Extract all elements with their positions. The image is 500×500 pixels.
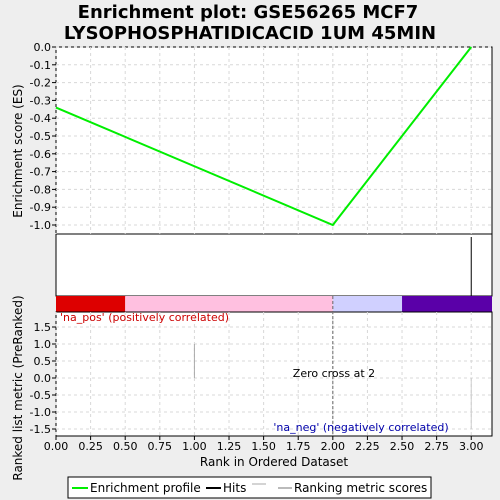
legend-hits-label: Hits [223, 481, 246, 495]
es-tick-label-4: -0.4 [30, 112, 51, 125]
color-bar-segment-2 [332, 296, 403, 312]
chart-title-line-2: LYSOPHOSPHATIDICACID 1UM 45MIN [64, 23, 436, 44]
legend-enrichment-label: Enrichment profile [90, 481, 201, 495]
x-tick-label-4: 1.00 [182, 440, 207, 453]
x-tick-label-11: 2.75 [424, 440, 449, 453]
legend: Enrichment profile Hits Ranking metric s… [67, 476, 432, 499]
es-tick-label-6: -0.6 [30, 148, 51, 161]
x-tick-label-8: 2.00 [321, 440, 346, 453]
x-tick-label-0: 0.00 [44, 440, 69, 453]
es-tick-label-8: -0.8 [30, 183, 51, 196]
es-gridlines [55, 46, 492, 234]
legend-ranking-label: Ranking metric scores [294, 481, 427, 495]
rank-tick-label-1: 1.0 [34, 338, 52, 351]
zero-cross-label: Zero cross at 2 [293, 367, 375, 380]
rank-tick-label-0: 1.5 [34, 321, 52, 334]
rank-axis-label: Ranked list metric (PreRanked) [11, 295, 25, 480]
rank-tick-label-4: -0.5 [30, 389, 51, 402]
es-tick-label-0: 0.0 [34, 41, 52, 54]
x-axis: 0.00 0.25 0.50 0.75 1.00 1.25 1.50 1.75 2.00 2.25… [44, 436, 484, 453]
es-tick-label-10: -1.0 [30, 219, 51, 232]
x-tick-label-1: 0.25 [78, 440, 103, 453]
es-axis-label: Enrichment score (ES) [11, 84, 25, 217]
x-tick-label-2: 0.50 [113, 440, 138, 453]
x-axis-label: Rank in Ordered Dataset [200, 455, 348, 469]
color-bar-segment-3 [402, 296, 492, 312]
rank-tick-label-2: 0.5 [34, 355, 52, 368]
rank-tick-label-6: -1.5 [30, 423, 51, 436]
x-tick-label-9: 2.25 [355, 440, 380, 453]
x-tick-label-7: 1.75 [286, 440, 311, 453]
x-tick-label-3: 0.75 [148, 440, 173, 453]
es-axis: 0.0 -0.1 -0.2 -0.3 -0.4 -0.5 -0.6 -0.7 -0.8 -0.9 -… [30, 41, 56, 232]
rank-tick-label-3: 0.0 [34, 372, 52, 385]
es-panel [55, 46, 493, 235]
enrichment-profile-polyline [55, 46, 473, 227]
chart-title-line-1: Enrichment plot: GSE56265 MCF7 [78, 2, 419, 23]
es-tick-label-1: -0.1 [30, 59, 51, 72]
es-tick-label-3: -0.3 [30, 94, 51, 107]
rank-tick-label-5: -1.0 [30, 406, 51, 419]
es-tick-label-9: -0.9 [30, 201, 51, 214]
color-bar-segment-1 [125, 296, 333, 312]
positive-correlation-label: 'na_pos' (positively correlated) [60, 311, 229, 324]
es-tick-label-2: -0.2 [30, 77, 51, 90]
x-tick-label-5: 1.25 [217, 440, 242, 453]
ranking-metric-bars [193, 344, 472, 429]
negative-correlation-label: 'na_neg' (negatively correlated) [273, 421, 448, 434]
x-tick-label-6: 1.50 [251, 440, 276, 453]
es-tick-label-7: -0.7 [30, 166, 51, 179]
x-tick-label-12: 3.00 [459, 440, 484, 453]
es-tick-label-5: -0.5 [30, 130, 51, 143]
rank-axis: 1.5 1.0 0.5 0.0 -0.5 -1.0 -1.5 [30, 321, 56, 436]
color-bar-segment-0 [56, 296, 126, 312]
hits-panel [55, 233, 493, 297]
ranking-metric-panel [55, 311, 493, 437]
rank-color-bar [56, 296, 492, 312]
legend-box [67, 476, 432, 499]
x-tick-label-10: 2.50 [390, 440, 415, 453]
enrichment-profile-line [55, 46, 473, 227]
